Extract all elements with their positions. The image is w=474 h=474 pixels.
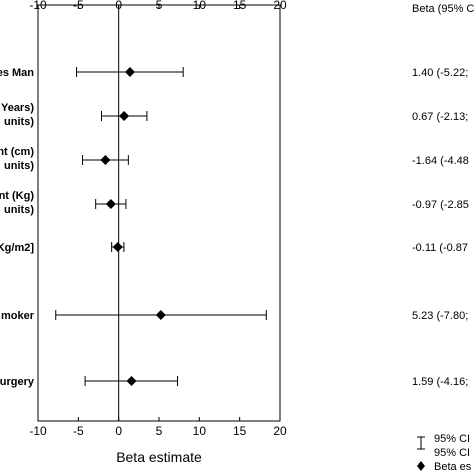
beta-point [100,155,111,165]
beta-point [124,67,135,77]
x-axis-title: Beta estimate [116,449,202,465]
legend-ci-label-1: 95% CI [434,433,470,445]
x-tick-label-top: -10 [29,0,47,12]
legend-ci-label-2: 95% CI [434,447,470,459]
forest-row: nt (Kg) units) -0.97 (-2.85 [0,190,469,216]
estimate-text: 1.40 (-5.22; [412,67,468,79]
row-label: Kg/m2] [0,242,34,254]
row-label: units) [4,116,34,128]
row-label: nt (cm) [0,146,34,158]
beta-point [155,310,166,320]
x-tick-label-top: 20 [273,0,287,12]
x-tick-label-top: 5 [156,0,163,12]
estimate-column-header: Beta (95% C [412,3,474,15]
x-tick-label-top: 15 [233,0,247,12]
x-tick-label-bottom: 0 [115,424,122,438]
forest-row: Kg/m2] -0.11 (-0.87 [0,242,468,254]
x-tick-label-top: 10 [193,0,207,12]
legend-ci-icon [417,436,425,450]
forest-row: moker 5.23 (-7.80; [1,310,468,322]
row-label: Years) [1,102,34,114]
forest-row: urgery 1.59 (-4.16; [0,376,468,388]
x-tick-label-bottom: -5 [73,424,84,438]
legend-point-label: Beta es [434,461,472,473]
plot-axes: -10 -10 -5 -5 0 0 5 5 10 10 15 15 20 20 [29,0,287,438]
x-tick-label-bottom: 20 [273,424,287,438]
row-label: es Man [0,67,34,79]
legend: 95% CI 95% CI Beta es [417,433,472,473]
x-tick-label-top: -5 [73,0,84,12]
row-label: moker [1,310,35,322]
beta-point [112,242,123,252]
row-label: units) [4,204,34,216]
estimate-text: -0.11 (-0.87 [412,242,468,254]
x-tick-label-bottom: 15 [233,424,247,438]
estimate-text: 0.67 (-2.13; [412,111,468,123]
estimate-text: -0.97 (-2.85 [412,199,469,211]
forest-row: Years) units) 0.67 (-2.13; [1,102,468,128]
x-tick-label-bottom: -10 [29,424,47,438]
estimate-text: -1.64 (-4.48 [412,155,469,167]
estimate-text: 5.23 (-7.80; [412,310,468,322]
beta-point [126,376,137,386]
beta-point [119,111,130,121]
x-tick-label-bottom: 10 [193,424,207,438]
plot-frame [37,4,281,422]
plot-rows: es Man 1.40 (-5.22; Years) units) 0.67 (-2.1… [0,67,469,388]
x-tick-label-bottom: 5 [156,424,163,438]
estimate-text: 1.59 (-4.16; [412,376,468,388]
row-label: urgery [0,376,35,388]
row-label: units) [4,160,34,172]
row-label: nt (Kg) [0,190,34,202]
forest-row: es Man 1.40 (-5.22; [0,67,468,79]
x-tick-label-top: 0 [115,0,122,12]
forest-row: nt (cm) units) -1.64 (-4.48 [0,146,469,172]
beta-point [105,199,116,209]
legend-point-icon [417,461,425,471]
